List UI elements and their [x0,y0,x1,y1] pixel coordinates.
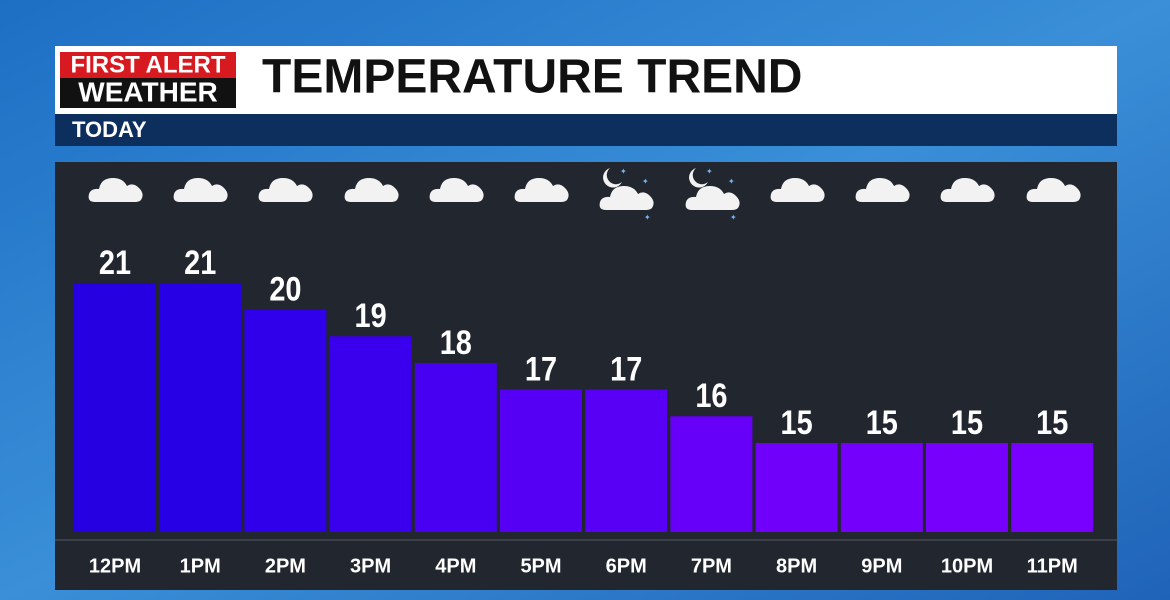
subheader [55,114,1117,146]
value-label: 16 [695,376,727,415]
value-label: 20 [269,269,301,308]
value-label: 15 [866,403,898,442]
x-tick-label: 6PM [606,555,647,577]
value-label: 18 [440,323,472,362]
bar [74,282,156,532]
logo-red [60,52,236,78]
bar [840,442,923,532]
x-tick-label: 7PM [691,555,732,577]
bar [159,282,242,532]
value-label: 15 [781,403,813,442]
logo-top: FIRST ALERT [70,51,225,78]
value-label: 21 [184,243,216,282]
bar [1011,442,1094,532]
value-label: 15 [1036,403,1068,442]
chart-title: TEMPERATURE TREND [262,51,802,104]
value-label: 17 [525,349,557,388]
bar [670,416,753,532]
bar [329,336,412,532]
logo-bottom: WEATHER [78,76,217,107]
logo-black [60,78,236,108]
value-label: 17 [610,349,642,388]
chart-subtitle: TODAY [72,117,147,142]
bar [755,442,838,532]
bar [585,389,668,532]
x-tick-label: 12PM [89,555,141,577]
x-tick-label: 9PM [861,555,902,577]
x-tick-label: 1PM [180,555,221,577]
bar [414,362,497,532]
x-tick-label: 2PM [265,555,306,577]
bar [244,309,327,532]
value-label: 21 [99,243,131,282]
x-tick-label: 11PM [1027,555,1078,577]
value-label: 15 [951,403,983,442]
x-tick-label: 8PM [776,555,817,577]
bar [500,389,582,532]
x-tick-label: 3PM [350,555,391,577]
bar [926,442,1008,532]
x-tick-label: 4PM [435,555,476,577]
x-tick-label: 5PM [520,555,561,577]
x-tick-label: 10PM [941,555,993,577]
value-label: 19 [355,296,387,335]
